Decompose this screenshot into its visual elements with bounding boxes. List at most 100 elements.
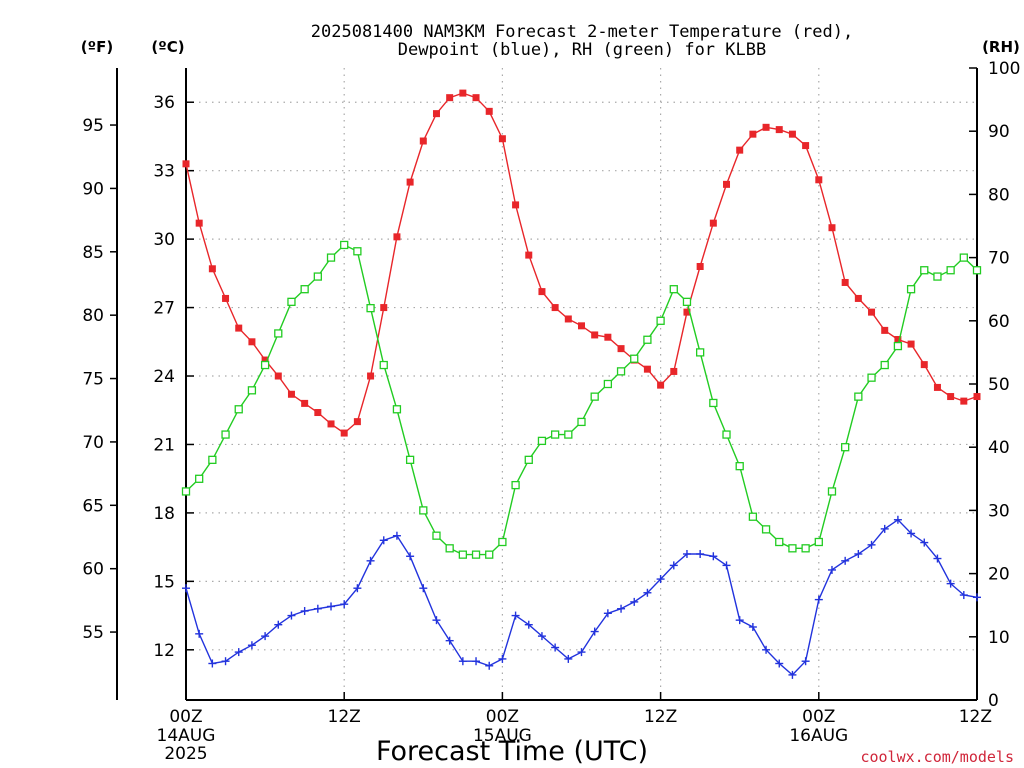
series-temperature	[182, 89, 981, 437]
dewpoint-point	[458, 657, 467, 666]
temperature-point	[459, 89, 467, 97]
rh-point	[775, 537, 784, 547]
temperature-point	[788, 130, 796, 138]
rh-point	[221, 430, 230, 439]
celsius-tick-label: 27	[153, 299, 175, 319]
dewpoint-point	[920, 538, 929, 547]
dewpoint-point	[762, 645, 771, 654]
celsius-tick-label: 30	[153, 230, 175, 250]
x-tick-label: 00Z	[169, 707, 202, 727]
rh-point	[405, 455, 415, 464]
fahrenheit-tick-label: 65	[82, 496, 104, 516]
temperature-point	[973, 393, 981, 401]
dewpoint-point	[392, 531, 401, 540]
dewpoint-point	[577, 648, 586, 657]
rh-point	[880, 360, 889, 370]
temperature-point	[933, 383, 941, 391]
rh-point	[630, 354, 639, 363]
rh-point	[419, 506, 428, 515]
x-tick-year-label: 2025	[164, 744, 207, 764]
rh-point	[696, 348, 705, 357]
dewpoint-point	[656, 575, 665, 584]
temperature-point	[353, 418, 361, 426]
rh-point	[247, 386, 257, 395]
temperature-point	[498, 135, 506, 143]
dewpoint-point	[748, 622, 757, 631]
rh-tick-label: 50	[988, 375, 1010, 395]
fahrenheit-unit-label: (ºF)	[81, 38, 113, 56]
rh-point	[471, 550, 481, 559]
temperature-point	[287, 390, 295, 398]
dewpoint-point	[511, 611, 520, 620]
rh-point	[854, 392, 863, 401]
temperature-point	[380, 304, 388, 312]
temperature-point	[274, 372, 282, 380]
x-tick-label: 12Z	[328, 707, 361, 727]
rh-point	[920, 266, 929, 275]
dewpoint-point	[195, 629, 204, 638]
rh-tick-label: 80	[988, 185, 1010, 205]
rh-point	[326, 253, 336, 262]
temperature-point	[301, 399, 309, 407]
fahrenheit-tick-label: 55	[82, 623, 104, 643]
series-rh	[181, 240, 982, 559]
rh-point	[287, 297, 296, 306]
dewpoint-point	[247, 641, 256, 650]
rh-point	[814, 537, 823, 547]
dewpoint-point	[419, 584, 428, 593]
dewpoint-point	[907, 529, 916, 538]
dewpoint-point	[973, 593, 981, 602]
series-dewpoint	[182, 515, 981, 679]
dewpoint-point	[182, 584, 190, 593]
rh-point	[761, 525, 771, 534]
temperature-point	[195, 219, 203, 227]
rh-point	[195, 474, 204, 483]
celsius-tick-label: 12	[153, 641, 175, 661]
celsius-tick-label: 21	[153, 435, 175, 455]
temperature-point	[643, 365, 651, 373]
temperature-point	[670, 367, 678, 375]
temperature-point	[736, 146, 744, 154]
rh-point	[260, 360, 270, 370]
rh-tick-label: 0	[988, 691, 999, 711]
rh-point	[564, 430, 573, 439]
rh-unit-label: (RH)	[982, 38, 1020, 56]
dewpoint-point	[801, 657, 810, 666]
temperature-point	[261, 356, 269, 364]
x-tick-date-label: 15AUG	[473, 726, 532, 746]
rh-point	[709, 398, 718, 408]
celsius-tick-label: 36	[153, 93, 175, 113]
dewpoint-point	[366, 556, 375, 565]
temperature-point	[182, 160, 190, 168]
rh-point	[972, 266, 982, 275]
rh-point	[300, 285, 309, 294]
temperature-point	[894, 336, 902, 344]
dewpoint-point	[406, 552, 415, 561]
rh-point	[274, 329, 283, 338]
temperature-point	[802, 142, 810, 150]
temperature-point	[512, 201, 520, 209]
dewpoint-point	[379, 536, 388, 545]
temperature-point	[683, 308, 691, 316]
temperature-point	[591, 331, 599, 339]
rh-point	[722, 430, 731, 439]
dewpoint-point	[867, 540, 876, 549]
x-tick-date-label: 16AUG	[789, 726, 848, 746]
temperature-point	[617, 345, 625, 353]
rh-point	[353, 247, 362, 256]
temperature-point	[525, 251, 533, 259]
temperature-point	[657, 381, 665, 389]
temperature-point	[709, 219, 717, 227]
dewpoint-point	[537, 632, 546, 641]
dewpoint-point	[735, 616, 744, 625]
temperature-point	[578, 322, 585, 330]
dewpoint-point	[841, 556, 850, 565]
fahrenheit-tick-label: 60	[82, 560, 104, 580]
dewpoint-point	[524, 620, 533, 629]
rh-tick-label: 10	[988, 628, 1010, 648]
rh-point	[643, 335, 652, 344]
temperature-point	[828, 224, 836, 232]
dewpoint-point	[261, 632, 270, 641]
rh-tick-label: 70	[988, 249, 1010, 269]
